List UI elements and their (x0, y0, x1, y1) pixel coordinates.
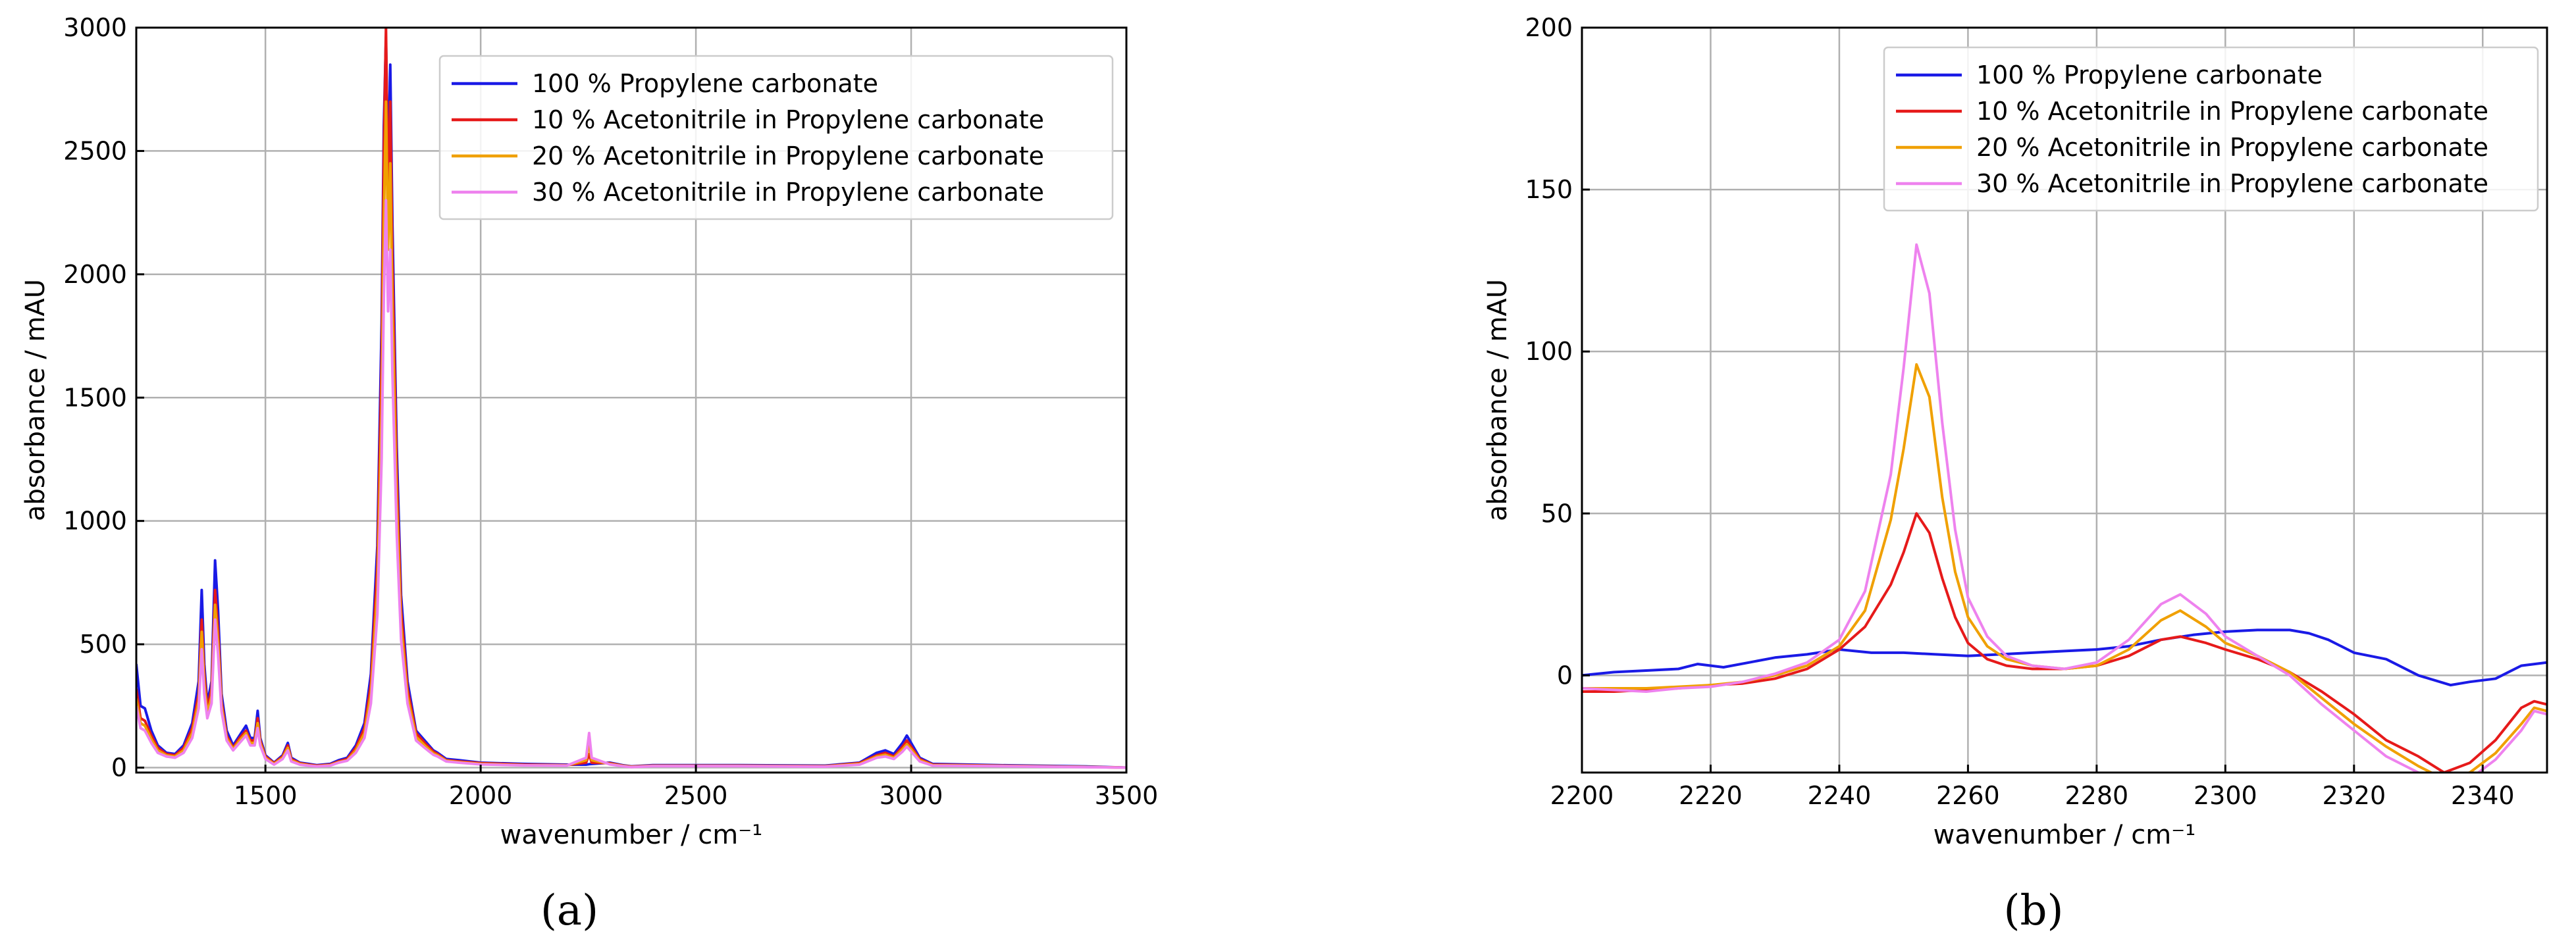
x-tick-label: 2280 (2065, 781, 2129, 810)
x-tick-label: 2300 (2194, 781, 2257, 810)
legend-entry-3: 30 % Acetonitrile in Propylene carbonate (532, 178, 1044, 207)
x-axis-label: wavenumber / cm⁻¹ (1933, 820, 2196, 850)
series-group (136, 28, 1126, 769)
series-line-1 (1582, 512, 2547, 773)
plot-frame (135, 26, 1128, 774)
x-axis-label: wavenumber / cm⁻¹ (500, 820, 763, 850)
x-tick-label: 2260 (1936, 781, 2000, 810)
legend-entry-2: 20 % Acetonitrile in Propylene carbonate (532, 141, 1044, 170)
y-tick-label: 3000 (63, 13, 127, 42)
x-tick-label: 2000 (449, 781, 513, 810)
legend-entry-1: 10 % Acetonitrile in Propylene carbonate (532, 105, 1044, 134)
plot-frame (1581, 26, 2548, 774)
x-tick-label: 2240 (1808, 781, 1872, 810)
x-tick-label: 2500 (664, 781, 728, 810)
x-tick-label: 1500 (234, 781, 298, 810)
y-axis-label: absorbance / mAU (20, 279, 51, 521)
legend: 100 % Propylene carbonate 10 % Acetonitri… (1883, 46, 2539, 212)
y-tick-label: 0 (111, 753, 127, 782)
y-tick-label: 100 (1525, 337, 1573, 366)
series-line-3 (136, 199, 1126, 769)
x-tick-label: 2320 (2322, 781, 2386, 810)
series-line-2 (1582, 363, 2547, 773)
panel-label: (a) (540, 886, 598, 935)
y-tick-label: 200 (1525, 13, 1573, 42)
y-tick-label: 150 (1525, 175, 1573, 204)
legend: 100 % Propylene carbonate 10 % Acetonitri… (438, 55, 1114, 220)
panel-label: (b) (2004, 886, 2064, 935)
series-line-0 (1582, 628, 2547, 687)
y-tick-label: 1000 (63, 507, 127, 536)
series-group (1582, 243, 2547, 773)
x-tick-label: 2200 (1550, 781, 1614, 810)
x-tick-label: 2220 (1679, 781, 1743, 810)
x-tick-label: 2340 (2451, 781, 2515, 810)
legend-entry-0: 100 % Propylene carbonate (532, 69, 878, 98)
legend-entry-1: 10 % Acetonitrile in Propylene carbonate (1976, 97, 2488, 126)
series-line-3 (1582, 243, 2547, 773)
chart-panel-a: 1500 2000 2500 3000 3500 0 500 1000 1500 2000 2500… (20, 13, 1158, 935)
y-tick-label: 500 (79, 630, 127, 659)
y-tick-label: 50 (1541, 499, 1573, 528)
x-tick-label: 3500 (1095, 781, 1159, 810)
legend-entry-0: 100 % Propylene carbonate (1976, 61, 2323, 89)
y-axis-label: absorbance / mAU (1483, 279, 1513, 521)
legend-box (1883, 46, 2539, 212)
legend-box (438, 55, 1114, 220)
y-tick-label: 1500 (63, 383, 127, 412)
y-tick-label: 0 (1557, 661, 1573, 690)
y-tick-label: 2500 (63, 136, 127, 165)
y-tick-label: 2000 (63, 260, 127, 289)
x-tick-label: 3000 (880, 781, 943, 810)
legend-entry-2: 20 % Acetonitrile in Propylene carbonate (1976, 133, 2488, 162)
legend-entry-3: 30 % Acetonitrile in Propylene carbonate (1976, 169, 2488, 198)
chart-panel-b: 2200 2220 2240 2260 2280 2300 2320 2340 0 50 100 15… (1483, 13, 2548, 935)
